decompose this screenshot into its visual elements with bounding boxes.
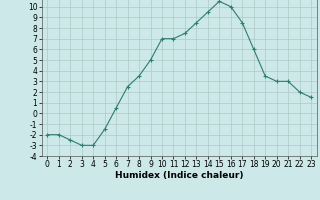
X-axis label: Humidex (Indice chaleur): Humidex (Indice chaleur) <box>115 171 244 180</box>
